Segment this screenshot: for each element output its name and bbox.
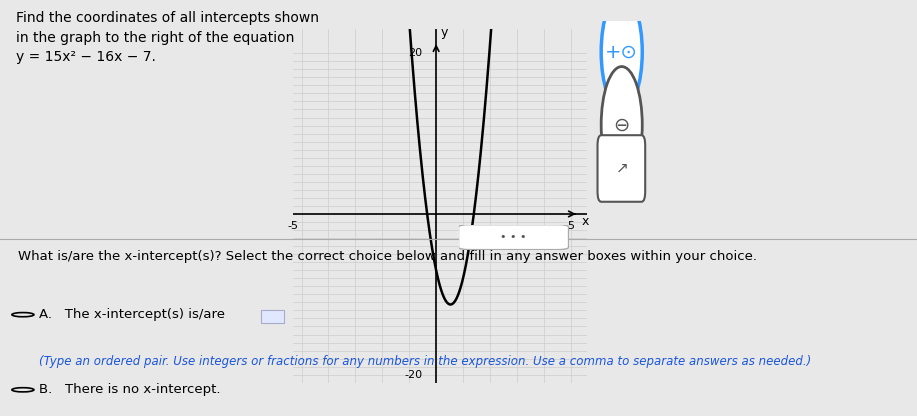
Text: ↗: ↗ [615, 161, 628, 176]
Text: B.   There is no x-intercept.: B. There is no x-intercept. [39, 383, 220, 396]
Text: 5: 5 [568, 221, 574, 231]
Text: y: y [440, 26, 447, 39]
Text: -5: -5 [288, 221, 299, 231]
Text: What is/are the x-intercept(s)? Select the correct choice below and fill in any : What is/are the x-intercept(s)? Select t… [18, 250, 757, 263]
Text: A.   The x-intercept(s) is/are: A. The x-intercept(s) is/are [39, 308, 225, 321]
FancyBboxPatch shape [598, 135, 646, 202]
Text: (Type an ordered pair. Use integers or fractions for any numbers in the expressi: (Type an ordered pair. Use integers or f… [39, 355, 811, 368]
Circle shape [602, 67, 642, 183]
Text: Find the coordinates of all intercepts shown
in the graph to the right of the eq: Find the coordinates of all intercepts s… [17, 11, 319, 64]
Text: +⊙: +⊙ [605, 42, 638, 62]
Text: • • •: • • • [501, 232, 526, 242]
Text: 20: 20 [409, 48, 423, 58]
Circle shape [602, 0, 642, 110]
Bar [261, 310, 284, 322]
Text: ⊖: ⊖ [613, 115, 630, 134]
FancyBboxPatch shape [458, 225, 569, 250]
Text: -20: -20 [404, 370, 423, 380]
Text: x: x [581, 215, 589, 228]
